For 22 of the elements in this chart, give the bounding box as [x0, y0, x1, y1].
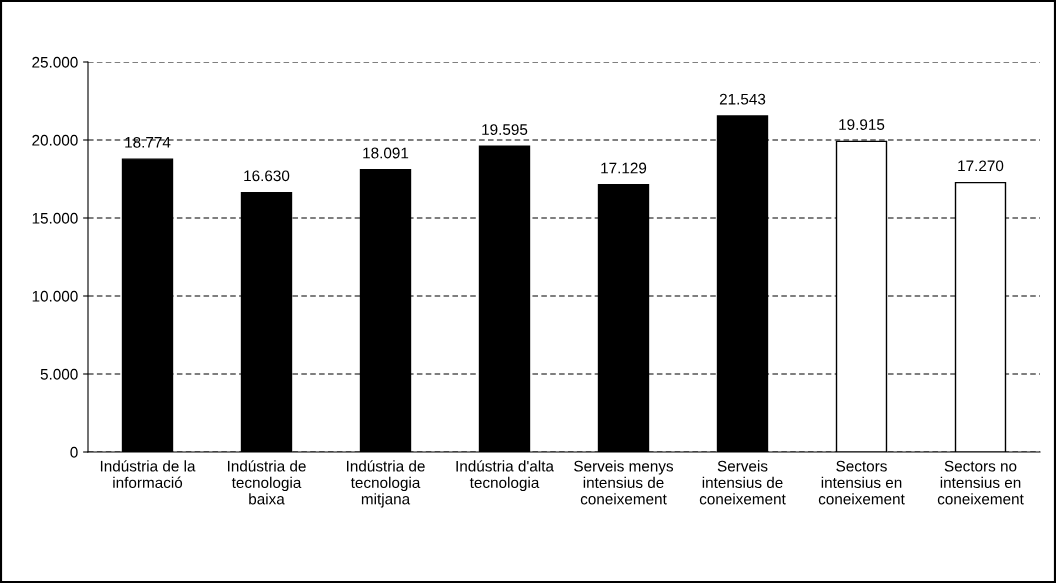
- x-tick-label: Indústria d'alta tecnologia: [456, 460, 554, 492]
- data-label: 17.129: [601, 162, 647, 174]
- y-tick-label: 25.000: [32, 56, 78, 68]
- y-tick-label: 20.000: [32, 134, 78, 146]
- y-tick-label: 5.000: [40, 368, 78, 380]
- data-label: 18.091: [363, 147, 409, 159]
- x-tick-label: Serveis menys intensius de coneixement: [574, 460, 674, 505]
- y-tick-label: 10.000: [32, 290, 78, 302]
- data-label: 18.774: [125, 136, 171, 148]
- x-tick-label: Indústria de tecnologia mitjana: [347, 460, 425, 508]
- data-label: 21.543: [719, 93, 766, 105]
- data-label: 16.630: [244, 170, 290, 182]
- data-label: 17.270: [958, 160, 1004, 172]
- x-tick-label: Serveis intensius de coneixement: [699, 460, 786, 505]
- x-tick-label: Indústria de la informació: [100, 460, 196, 489]
- x-tick-label: Indústria de tecnologia baixa: [228, 460, 306, 505]
- data-label: 19.915: [839, 119, 885, 130]
- data-label: 19.595: [482, 124, 528, 135]
- x-tick-label: Sectors no intensius en coneixement: [937, 460, 1024, 505]
- y-tick-label: 0: [70, 446, 78, 458]
- x-tick-label: Sectors intensius en coneixement: [818, 460, 905, 505]
- y-tick-label: 15.000: [32, 212, 78, 224]
